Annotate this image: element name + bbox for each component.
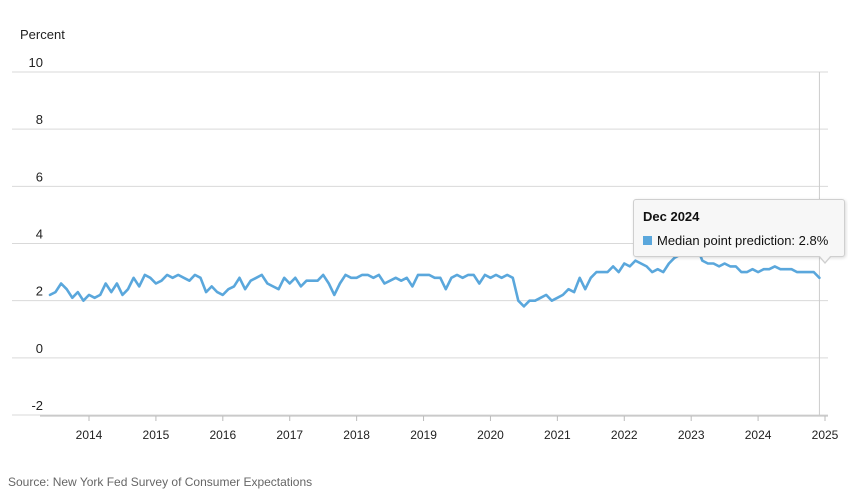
x-tick-label: 2016	[209, 428, 236, 442]
tooltip-pointer-fill	[819, 255, 831, 262]
x-tick-label: 2022	[611, 428, 638, 442]
y-tick-label: 4	[36, 227, 43, 242]
x-axis-ticks: 2014 2015 2016 2017 2018 2019 2020 2021 2022 2023…	[76, 416, 839, 442]
x-tick-label: 2023	[678, 428, 705, 442]
x-tick-label: 2024	[745, 428, 772, 442]
y-tick-label: 8	[36, 112, 43, 127]
x-tick-label: 2021	[544, 428, 571, 442]
tooltip-row: Median point prediction: 2.8%	[643, 233, 828, 248]
x-tick-label: 2014	[76, 428, 103, 442]
x-tick-label: 2017	[276, 428, 303, 442]
tooltip: Dec 2024 Median point prediction: 2.8%	[633, 199, 845, 264]
y-tick-label: 6	[36, 169, 43, 184]
tooltip-series-swatch	[643, 236, 652, 245]
x-tick-label: 2018	[343, 428, 370, 442]
y-axis-label: Percent	[20, 27, 65, 42]
y-tick-label: 10	[29, 55, 43, 70]
tooltip-value: Median point prediction: 2.8%	[657, 233, 829, 248]
y-tick-label: 0	[36, 341, 43, 356]
source-note: Source: New York Fed Survey of Consumer …	[8, 475, 313, 489]
x-tick-label: 2020	[477, 428, 504, 442]
x-tick-label: 2019	[410, 428, 437, 442]
x-tick-label: 2025	[812, 428, 839, 442]
y-axis-ticks: 10 8 6 4 2 0 -2	[29, 55, 43, 413]
tooltip-title: Dec 2024	[643, 209, 700, 224]
x-tick-label: 2015	[143, 428, 170, 442]
y-tick-label: 2	[36, 284, 43, 299]
y-tick-label: -2	[31, 398, 43, 413]
